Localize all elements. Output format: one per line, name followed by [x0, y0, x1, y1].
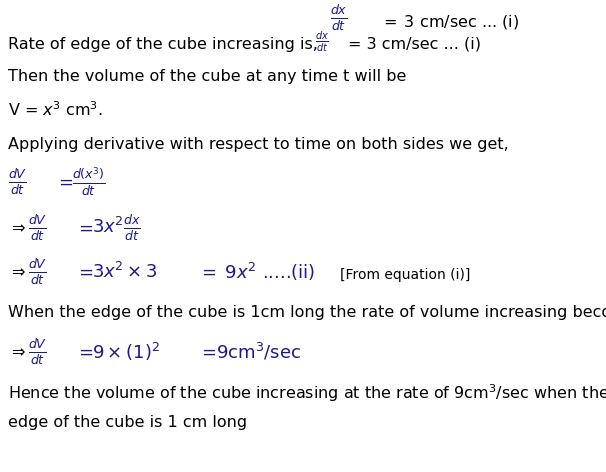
Text: When the edge of the cube is 1cm long the rate of volume increasing becomes: When the edge of the cube is 1cm long th…: [8, 304, 606, 320]
Text: $=$: $=$: [75, 219, 94, 237]
Text: $\frac{dx}{dt}$: $\frac{dx}{dt}$: [330, 3, 348, 33]
Text: $9$cm$^3$/sec: $9$cm$^3$/sec: [216, 341, 301, 362]
Text: $\Rightarrow$: $\Rightarrow$: [8, 345, 25, 360]
Text: $\frac{dV}{dt}$: $\frac{dV}{dt}$: [8, 167, 27, 197]
Text: $9 \times (1)^2$: $9 \times (1)^2$: [92, 341, 160, 363]
Text: $\frac{dV}{dt}$: $\frac{dV}{dt}$: [28, 213, 47, 243]
Text: $3x^2\frac{dx}{dt}$: $3x^2\frac{dx}{dt}$: [92, 213, 141, 243]
Text: $=$: $=$: [75, 263, 94, 281]
Text: $= \;$3 cm/sec ... (i): $= \;$3 cm/sec ... (i): [380, 13, 519, 31]
Text: Applying derivative with respect to time on both sides we get,: Applying derivative with respect to time…: [8, 137, 509, 152]
Text: $3x^2 \times 3$: $3x^2 \times 3$: [92, 262, 158, 282]
Text: $= \;9x^2$ .....(ii): $= \;9x^2$ .....(ii): [198, 261, 315, 283]
Text: = 3 cm/sec ... (i): = 3 cm/sec ... (i): [348, 36, 481, 51]
Text: $\frac{dV}{dt}$: $\frac{dV}{dt}$: [28, 257, 47, 287]
Text: V = $x^3$ cm$^3$.: V = $x^3$ cm$^3$.: [8, 101, 103, 119]
Text: Rate of edge of the cube increasing is,: Rate of edge of the cube increasing is,: [8, 36, 318, 51]
Text: $\frac{dV}{dt}$: $\frac{dV}{dt}$: [28, 337, 47, 367]
Text: edge of the cube is 1 cm long: edge of the cube is 1 cm long: [8, 414, 247, 430]
Text: Hence the volume of the cube increasing at the rate of 9cm$^3$/sec when the: Hence the volume of the cube increasing …: [8, 382, 606, 404]
Text: $=$: $=$: [55, 173, 74, 191]
Text: $\Rightarrow$: $\Rightarrow$: [8, 220, 25, 236]
Text: $=$: $=$: [75, 343, 94, 361]
Text: $\Rightarrow$: $\Rightarrow$: [8, 264, 25, 279]
Text: $=$: $=$: [198, 343, 216, 361]
Text: [From equation (i)]: [From equation (i)]: [340, 268, 470, 282]
Text: $\frac{dx}{dt}$: $\frac{dx}{dt}$: [315, 30, 329, 54]
Text: Then the volume of the cube at any time t will be: Then the volume of the cube at any time …: [8, 68, 407, 84]
Text: $\frac{d(x^3)}{dt}$: $\frac{d(x^3)}{dt}$: [72, 165, 106, 199]
